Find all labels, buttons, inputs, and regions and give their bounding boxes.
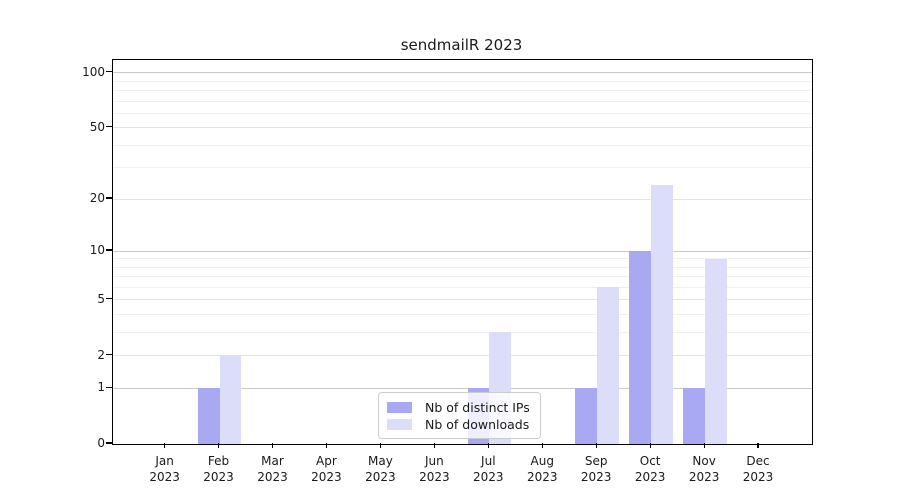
legend: Nb of distinct IPs Nb of downloads [378, 392, 541, 439]
x-tick-label-dec: Dec 2023 [742, 454, 774, 484]
y-tick-label: 50 [89, 119, 105, 134]
chart-title: sendmailR 2023 [400, 36, 523, 54]
y-tick-mark [106, 354, 112, 356]
y-tick-label: 20 [89, 191, 105, 206]
plot-area [112, 59, 813, 445]
x-tick-mark [379, 443, 381, 448]
grid-layer [113, 60, 812, 444]
x-tick-mark [325, 443, 328, 448]
y-tick-label: 0 [97, 436, 105, 450]
gridline-major [113, 299, 812, 301]
x-tick-label-may: May 2023 [365, 454, 396, 484]
y-tick-mark [106, 71, 112, 73]
bar-downloads-oct [651, 185, 673, 444]
legend-swatch-downloads [387, 418, 412, 430]
x-tick-label-sep: Sep 2023 [580, 454, 612, 484]
gridline-minor [113, 276, 812, 278]
y-tick-mark [106, 298, 112, 300]
x-tick-label-jan: Jan 2023 [149, 454, 180, 484]
gridline-minor [113, 314, 812, 316]
x-tick-label-mar: Mar 2023 [257, 454, 288, 484]
bar-distinct-ips-feb [197, 388, 220, 444]
bar-distinct-ips-sep [575, 388, 598, 444]
gridline-minor [113, 89, 812, 91]
bar-distinct-ips-oct [629, 251, 652, 444]
legend-label-downloads: Nb of downloads [425, 416, 530, 432]
gridline-minor [113, 286, 812, 288]
gridline-decade [113, 250, 812, 252]
x-tick-mark [595, 443, 597, 448]
gridline-minor [113, 167, 812, 169]
x-tick-label-aug: Aug 2023 [526, 454, 558, 484]
x-tick-mark [757, 443, 759, 448]
x-tick-label-nov: Nov 2023 [688, 454, 720, 484]
gridline-major [113, 355, 812, 357]
x-tick-label-jun: Jun 2023 [419, 454, 450, 484]
gridline-minor [113, 144, 812, 146]
x-tick-mark [487, 443, 489, 448]
x-tick-label-oct: Oct 2023 [634, 454, 666, 484]
y-tick-label: 100 [82, 64, 105, 79]
gridline-minor [113, 258, 812, 260]
gridline-decade [113, 387, 812, 389]
y-tick-mark [106, 386, 112, 388]
gridline-major [113, 198, 812, 200]
legend-item-distinct-ips: Nb of distinct IPs [387, 399, 530, 415]
gridline-decade [113, 72, 812, 74]
legend-swatch-distinct-ips [387, 401, 412, 413]
y-tick-label: 5 [97, 291, 105, 306]
x-tick-mark [703, 443, 705, 448]
x-tick-mark [217, 443, 220, 448]
x-tick-mark [649, 443, 651, 448]
y-tick-mark [106, 126, 112, 128]
y-tick-label: 2 [97, 347, 105, 362]
gridline-major [113, 127, 812, 129]
x-tick-mark [433, 443, 435, 448]
gridline-minor [113, 100, 812, 102]
x-tick-label-apr: Apr 2023 [311, 454, 342, 484]
bar-downloads-feb [219, 355, 242, 444]
x-tick-mark [541, 443, 543, 448]
y-tick-mark [106, 442, 112, 444]
bar-downloads-sep [597, 287, 619, 444]
x-tick-label-feb: Feb 2023 [203, 454, 234, 484]
gridline-minor [113, 331, 812, 333]
y-tick-label: 10 [89, 243, 105, 258]
bar-distinct-ips-nov [683, 388, 706, 444]
y-tick-mark [106, 249, 112, 251]
x-tick-mark [164, 443, 166, 448]
y-tick-mark [106, 197, 112, 199]
bar-layer [113, 60, 812, 444]
gridline-minor [113, 266, 812, 268]
x-tick-mark [271, 443, 274, 448]
bar-downloads-nov [705, 258, 727, 444]
legend-item-downloads: Nb of downloads [387, 416, 530, 432]
gridline-minor [113, 80, 812, 82]
x-tick-label-jul: Jul 2023 [473, 454, 504, 484]
gridline-minor [113, 112, 812, 114]
y-tick-label: 1 [97, 380, 105, 395]
legend-label-distinct-ips: Nb of distinct IPs [425, 399, 530, 415]
